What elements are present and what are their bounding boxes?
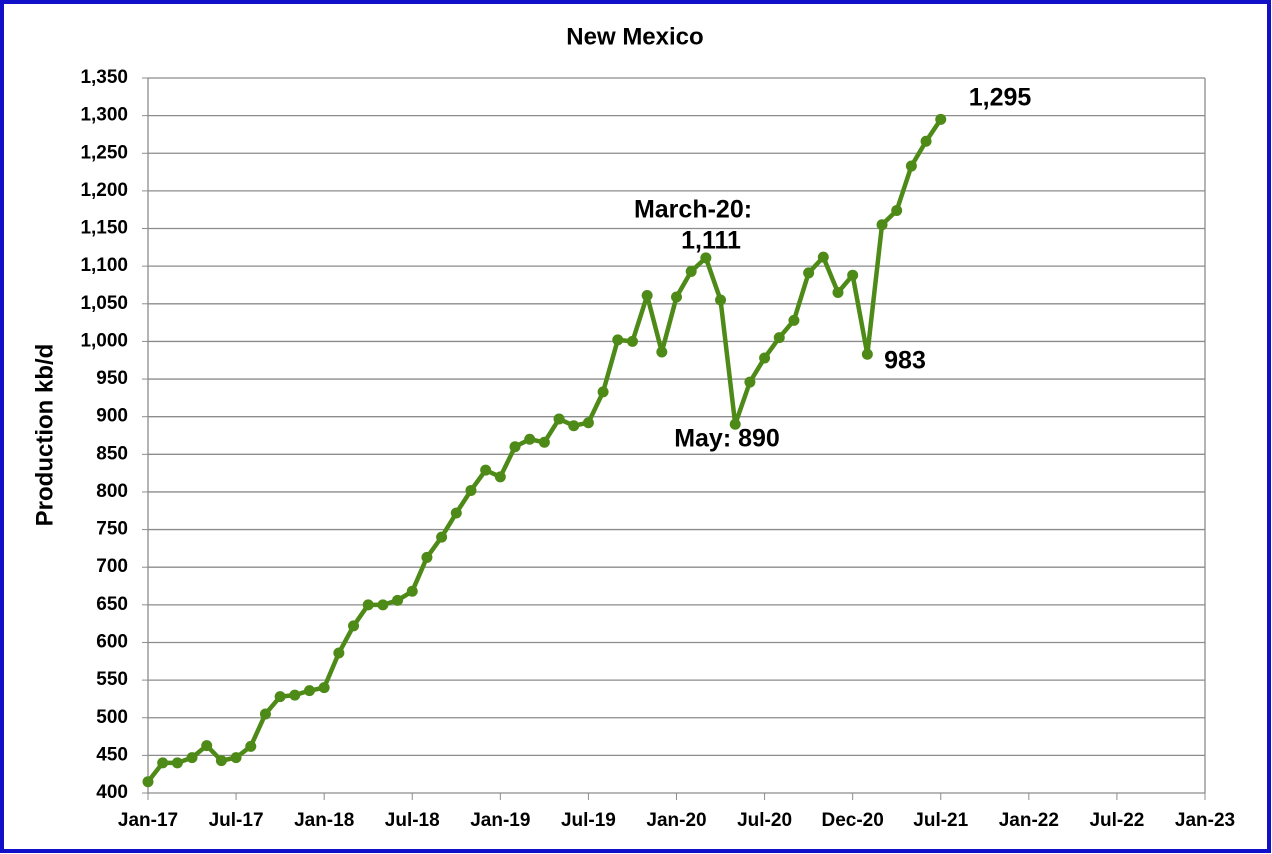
x-tick-label: Jul-18 bbox=[385, 810, 440, 831]
data-point bbox=[876, 219, 888, 231]
data-point bbox=[729, 418, 741, 430]
data-point bbox=[303, 685, 315, 697]
y-tick-label: 850 bbox=[96, 443, 128, 464]
data-point bbox=[377, 599, 389, 611]
data-point bbox=[274, 691, 286, 703]
data-point bbox=[524, 433, 536, 445]
data-point bbox=[935, 113, 947, 125]
data-point bbox=[362, 599, 374, 611]
y-tick-label: 1,150 bbox=[80, 218, 128, 239]
data-point bbox=[215, 755, 227, 767]
y-tick-label: 550 bbox=[96, 669, 128, 690]
data-point bbox=[348, 620, 360, 632]
data-point bbox=[553, 413, 565, 425]
x-tick-label: Dec-20 bbox=[822, 810, 884, 831]
data-point bbox=[905, 160, 917, 172]
x-tick-label: Jan-19 bbox=[470, 810, 530, 831]
x-tick-label: Jan-23 bbox=[1175, 810, 1235, 831]
data-point bbox=[891, 204, 903, 216]
x-tick-label: Jul-19 bbox=[561, 810, 616, 831]
data-point bbox=[480, 464, 492, 476]
data-point bbox=[582, 417, 594, 429]
x-tick-label: Jul-17 bbox=[209, 810, 264, 831]
chart-title: New Mexico bbox=[566, 23, 703, 50]
annotation: 1,295 bbox=[969, 84, 1032, 112]
data-point bbox=[759, 352, 771, 364]
data-point bbox=[245, 740, 257, 752]
y-tick-label: 1,350 bbox=[80, 67, 128, 88]
data-point bbox=[509, 441, 521, 453]
x-tick-label: Jan-18 bbox=[294, 810, 354, 831]
y-tick-label: 950 bbox=[96, 368, 128, 389]
data-point bbox=[171, 757, 183, 769]
data-point bbox=[436, 531, 448, 543]
data-point bbox=[847, 269, 859, 281]
data-point bbox=[186, 752, 198, 764]
data-point bbox=[773, 332, 785, 344]
data-point bbox=[641, 290, 653, 302]
data-point bbox=[289, 689, 301, 701]
y-tick-label: 1,250 bbox=[80, 142, 128, 163]
data-point bbox=[685, 265, 697, 277]
data-point bbox=[333, 647, 345, 659]
data-point bbox=[259, 708, 271, 720]
annotation: 983 bbox=[884, 347, 926, 375]
data-point bbox=[568, 420, 580, 432]
annotation: 1,111 bbox=[681, 227, 741, 255]
data-point bbox=[832, 287, 844, 298]
data-point bbox=[612, 334, 624, 346]
data-point bbox=[465, 484, 477, 496]
data-point bbox=[656, 346, 668, 358]
y-axis-title: Production kb/d bbox=[31, 344, 58, 527]
data-point bbox=[597, 386, 609, 398]
data-point bbox=[920, 135, 932, 147]
data-point bbox=[803, 267, 815, 279]
data-point bbox=[715, 294, 727, 306]
y-tick-label: 500 bbox=[96, 707, 128, 728]
data-point bbox=[450, 507, 462, 519]
y-tick-label: 650 bbox=[96, 594, 128, 615]
data-point bbox=[744, 376, 756, 388]
data-point bbox=[318, 682, 330, 694]
data-point bbox=[671, 291, 682, 303]
x-tick-label: Jan-17 bbox=[118, 810, 178, 831]
y-tick-label: 750 bbox=[96, 519, 128, 540]
x-tick-label: Jan-20 bbox=[646, 810, 706, 831]
data-point bbox=[817, 251, 829, 263]
y-tick-label: 600 bbox=[96, 631, 128, 652]
data-point bbox=[700, 252, 712, 264]
data-point bbox=[392, 594, 404, 606]
data-point bbox=[201, 740, 213, 752]
y-tick-label: 1,300 bbox=[80, 105, 128, 126]
x-tick-label: Jul-20 bbox=[737, 810, 792, 831]
data-point bbox=[142, 776, 154, 788]
data-point bbox=[538, 436, 550, 448]
x-tick-label: Jul-22 bbox=[1089, 810, 1144, 831]
y-tick-label: 700 bbox=[96, 556, 128, 577]
x-tick-label: Jan-22 bbox=[999, 810, 1059, 831]
data-point bbox=[406, 585, 418, 597]
y-tick-label: 1,000 bbox=[80, 330, 128, 351]
data-point bbox=[421, 551, 433, 563]
data-point bbox=[157, 757, 169, 769]
data-point bbox=[494, 471, 506, 483]
y-tick-label: 450 bbox=[96, 744, 128, 765]
data-point bbox=[626, 335, 638, 347]
y-tick-label: 1,200 bbox=[80, 180, 128, 201]
y-tick-label: 800 bbox=[96, 481, 128, 502]
y-tick-label: 1,050 bbox=[80, 293, 128, 314]
data-point bbox=[861, 348, 873, 360]
annotation: March-20: bbox=[634, 196, 752, 224]
y-tick-label: 1,100 bbox=[80, 255, 128, 276]
annotation: May: 890 bbox=[674, 425, 780, 453]
data-point bbox=[788, 314, 800, 326]
data-point bbox=[230, 752, 242, 764]
x-tick-label: Jul-21 bbox=[913, 810, 968, 831]
y-tick-label: 400 bbox=[96, 782, 128, 803]
y-tick-label: 900 bbox=[96, 406, 128, 427]
